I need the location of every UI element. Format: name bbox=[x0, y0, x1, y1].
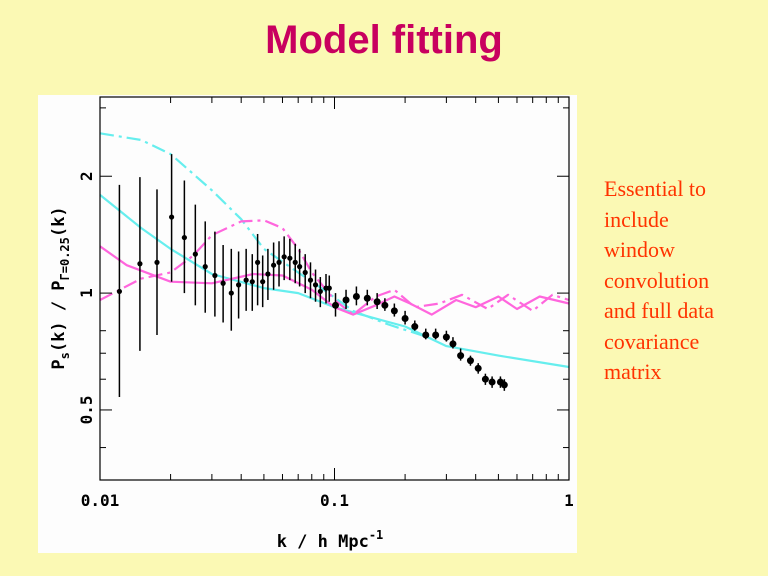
data-point bbox=[202, 264, 208, 270]
x-tick-label: 1 bbox=[564, 491, 574, 510]
data-point bbox=[432, 331, 440, 339]
data-point bbox=[332, 301, 340, 309]
cyan-solid-curve bbox=[99, 194, 570, 369]
data-point bbox=[500, 381, 508, 389]
magenta-solid-curve bbox=[99, 245, 570, 316]
data-point bbox=[466, 357, 474, 365]
data-point bbox=[220, 280, 226, 286]
data-point bbox=[411, 323, 419, 331]
side-note-line: matrix bbox=[604, 359, 662, 384]
data-point bbox=[363, 294, 371, 302]
data-point bbox=[192, 251, 198, 257]
data-point bbox=[154, 259, 160, 265]
data-point bbox=[390, 307, 398, 315]
data-point bbox=[276, 259, 282, 265]
data-point bbox=[265, 271, 271, 277]
data-point bbox=[317, 288, 323, 295]
x-tick-label: 0.01 bbox=[81, 491, 120, 510]
data-point bbox=[281, 254, 287, 260]
y-tick-label: 2 bbox=[77, 171, 96, 181]
side-note-line: covariance bbox=[604, 328, 700, 354]
power-spectrum-chart: 0.01 0.1 1 0.5 1 2 k / h Mpc-1 Ps(k) / PΓ=0.2… bbox=[49, 96, 574, 552]
data-point bbox=[474, 364, 482, 372]
data-point bbox=[312, 282, 319, 288]
data-point bbox=[249, 279, 255, 285]
data-point bbox=[181, 234, 187, 241]
y-tick-label: 1 bbox=[77, 288, 96, 298]
x-tick-label: 0.1 bbox=[320, 491, 349, 510]
data-point bbox=[292, 259, 298, 265]
data-point bbox=[401, 315, 409, 323]
data-point bbox=[255, 259, 261, 265]
data-point bbox=[352, 292, 360, 300]
y-axis-label: Ps(k) / PΓ=0.25(k) bbox=[49, 206, 72, 369]
side-note-line: include bbox=[604, 206, 669, 232]
data-point bbox=[488, 378, 496, 386]
data-point bbox=[481, 375, 489, 383]
y-tick-label: 0.5 bbox=[77, 395, 96, 424]
side-note-line: Essential to bbox=[604, 176, 707, 201]
magenta-dashdot-curve bbox=[99, 219, 570, 316]
data-point bbox=[373, 298, 381, 306]
side-note-line: convolution bbox=[604, 267, 710, 293]
data-point bbox=[236, 282, 242, 288]
data-point bbox=[212, 272, 218, 279]
data-point bbox=[326, 285, 332, 291]
data-point bbox=[381, 301, 389, 309]
data-point bbox=[287, 255, 293, 261]
slide-title: Model fitting bbox=[265, 18, 503, 62]
model-curves bbox=[99, 132, 570, 369]
data-point bbox=[116, 288, 123, 295]
data-point bbox=[307, 277, 314, 283]
data-point bbox=[302, 269, 308, 276]
data-point bbox=[342, 296, 350, 304]
data-point bbox=[449, 340, 457, 348]
data-point bbox=[169, 214, 175, 220]
axis-ticks: 0.01 0.1 1 0.5 1 2 bbox=[77, 97, 574, 510]
data-point bbox=[442, 333, 450, 341]
data-point bbox=[422, 331, 430, 339]
data-points bbox=[116, 154, 508, 397]
data-point bbox=[457, 352, 465, 360]
data-point bbox=[228, 290, 234, 296]
data-point bbox=[260, 279, 266, 285]
x-axis-label: k / h Mpc-1 bbox=[277, 528, 384, 552]
data-point bbox=[297, 264, 303, 270]
chart-panel: 0.01 0.1 1 0.5 1 2 k / h Mpc-1 Ps(k) / PΓ=0.2… bbox=[38, 95, 577, 553]
cyan-dashdot-curve bbox=[99, 132, 429, 339]
data-point bbox=[137, 261, 143, 267]
side-note-line: and full data bbox=[604, 298, 714, 323]
side-note: Essential to include window convolution and … bbox=[604, 174, 764, 388]
data-point bbox=[243, 277, 249, 283]
side-note-line: window bbox=[604, 237, 675, 262]
data-point bbox=[271, 262, 277, 268]
